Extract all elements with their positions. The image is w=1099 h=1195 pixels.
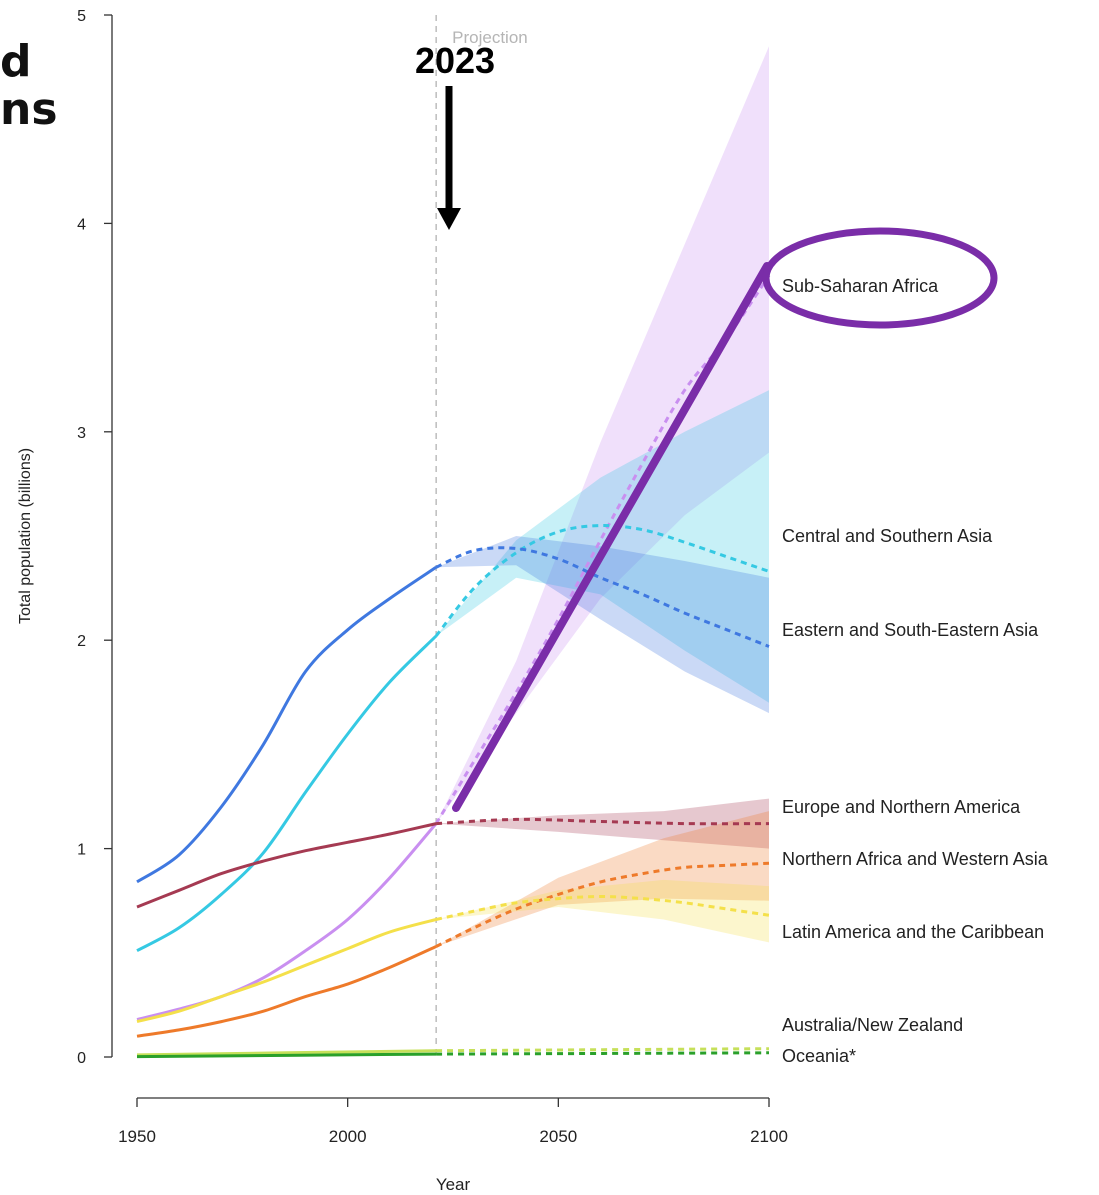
- series-label: Sub-Saharan Africa: [782, 276, 939, 296]
- annotations: 2023: [415, 40, 998, 812]
- observed-line: [136, 822, 438, 1021]
- y-tick-label: 4: [77, 216, 86, 233]
- projected-line: [435, 894, 770, 921]
- uncertainty-band: [436, 879, 769, 943]
- x-axis-title: Year: [436, 1175, 471, 1194]
- y-axis-title: Total population (billions): [17, 448, 34, 624]
- uncertainty-band: [436, 46, 769, 824]
- series-labels: Sub-Saharan Africa Central and Southern A…: [782, 276, 1049, 1066]
- y-tick-label: 3: [77, 425, 86, 442]
- highlight-trend-line: [452, 262, 771, 812]
- x-tick-label: 2050: [539, 1127, 577, 1146]
- observed-line: [136, 918, 437, 1024]
- highlight-ellipse: [762, 227, 998, 329]
- x-tick-label: 1950: [118, 1127, 156, 1146]
- y-tick-label: 2: [77, 633, 86, 650]
- projected-line: [435, 546, 770, 648]
- projection-label: Projection: [452, 28, 528, 47]
- arrow-head: [437, 208, 461, 230]
- series-label: Eastern and South-Eastern Asia: [782, 620, 1039, 640]
- uncertainty-band: [436, 536, 769, 714]
- x-tick-label: 2100: [750, 1127, 788, 1146]
- observed-line: [136, 1052, 437, 1059]
- cropped-title: d ns: [0, 36, 58, 135]
- y-tick-label: 0: [77, 1050, 86, 1067]
- projected-line: [436, 1047, 770, 1053]
- observed-line: [136, 945, 437, 1038]
- year-annotation: 2023: [415, 40, 495, 81]
- series-label: Australia/New Zealand: [782, 1015, 963, 1035]
- observed-line: [136, 822, 437, 909]
- uncertainty-band: [436, 798, 769, 849]
- y-tick-label: 5: [77, 8, 86, 25]
- projected-line: [436, 817, 770, 826]
- projected-line: [435, 861, 770, 948]
- projected-line: [434, 524, 770, 637]
- uncertainty-band: [436, 811, 769, 947]
- x-tick-label: 2000: [329, 1127, 367, 1146]
- observed-line: [136, 566, 437, 884]
- series-label: Latin America and the Caribbean: [782, 922, 1044, 942]
- uncertainty-bands: [436, 46, 769, 947]
- series-label: Northern Africa and Western Asia: [782, 849, 1049, 869]
- projected-line: [436, 1051, 770, 1056]
- observed-line: [136, 634, 438, 953]
- y-tick-label: 1: [77, 842, 86, 859]
- axes: 0 1 2 3 4 5 1950 2000 2050 2100 Year Total populati…: [17, 8, 788, 1194]
- observed-line: [136, 1049, 437, 1057]
- series-label: Central and Southern Asia: [782, 526, 993, 546]
- series-label: Oceania*: [782, 1046, 856, 1066]
- series-label: Europe and Northern America: [782, 797, 1021, 817]
